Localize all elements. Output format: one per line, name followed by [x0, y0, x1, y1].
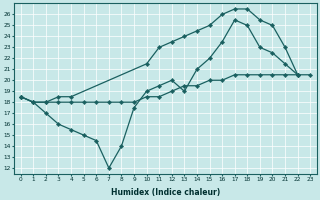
X-axis label: Humidex (Indice chaleur): Humidex (Indice chaleur)	[111, 188, 220, 197]
